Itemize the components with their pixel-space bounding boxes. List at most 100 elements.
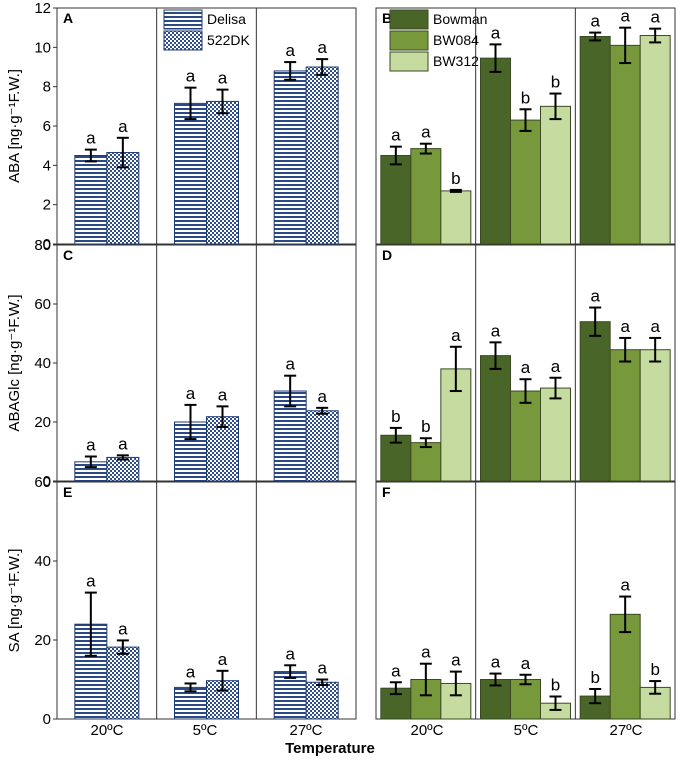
legend-label-delisa: Delisa [207,11,246,27]
panel-a: A 0 2 4 6 8 10 12 ABA [ng·g⁻¹F.W.] a a a a a a Delisa 52… [6,0,357,253]
significance-letter: a [285,644,295,663]
y-tick-label: 40 [34,355,51,372]
y-tick-label: 0 [43,236,51,253]
significance-letter: a [118,619,128,638]
significance-letter: a [521,654,531,673]
panel-label: C [63,247,73,263]
y-tick-label: 60 [34,474,51,491]
significance-letter: a [86,436,96,455]
significance-letter: a [218,650,228,669]
significance-letter: a [391,126,401,145]
legend-label-bowman: Bowman [433,11,487,27]
x-axis: 20ºC 5ºC 27ºC 20ºC 5ºC 27ºC Temperature [91,722,643,757]
y-tick-label: 4 [43,157,51,174]
significance-letter: a [86,129,96,148]
significance-letter: a [590,287,600,306]
bar-dk-0 [106,646,140,720]
significance-letter: a [218,385,228,404]
significance-letter: a [391,661,401,680]
bar-delisa-1 [174,102,208,245]
x-axis-label: Temperature [285,740,375,757]
legend-label-bw312: BW312 [433,53,479,69]
y-axis-label: ABA [ng·g⁻¹F.W.] [6,69,23,183]
significance-letter: a [650,8,660,27]
bar-bw312-1 [540,387,572,482]
bar-bowman-0 [380,155,412,245]
bar-bw312-1 [540,105,572,245]
significance-letter: a [650,317,660,336]
y-tick-label: 8 [43,79,51,96]
bar-bw084-2 [609,44,641,245]
bar-bw084-0 [410,442,442,482]
significance-letter: a [421,123,431,142]
y-tick-label: 2 [43,197,51,214]
significance-letter: a [86,572,96,591]
bar-dk-2 [305,410,339,482]
significance-letter: a [317,38,327,57]
bar-delisa-1 [174,686,208,720]
bar-bw312-2 [639,35,671,245]
significance-letter: b [451,169,460,188]
bar-dk-1 [206,100,240,245]
bar-delisa-0 [74,155,108,245]
significance-letter: a [521,358,531,377]
x-tick-label-27c: 27ºC [290,722,323,739]
significance-letter: b [551,675,560,694]
significance-letter: a [317,387,327,406]
panel-f: Fa a a a a b b a b [375,481,676,720]
bar-bw084-1 [510,390,542,482]
bar-dk-2 [305,66,339,245]
panel-label: F [382,484,391,500]
significance-letter: a [218,69,228,88]
y-tick-label: 60 [34,296,51,313]
legend-swatch-bw084 [389,30,429,51]
legend-swatch-dk [163,30,203,51]
significance-letter: a [451,651,461,670]
x-tick-label-20c: 20ºC [91,722,124,739]
y-tick-label: 10 [34,39,51,56]
y-tick-label: 40 [34,553,51,570]
y-tick-label: 80 [34,237,51,254]
bar-delisa-2 [273,671,307,720]
legend-swatch-delisa [163,9,203,30]
x-tick-label-5c-right: 5ºC [514,722,539,739]
significance-letter: b [521,88,530,107]
significance-letter: a [317,659,327,678]
legend-swatch-bw312 [389,51,429,72]
significance-letter: a [186,67,196,86]
significance-letter: a [451,326,461,345]
y-tick-label: 12 [34,0,51,17]
significance-letter: a [285,355,295,374]
legend-swatch-bowman [389,9,429,30]
significance-letter: a [491,653,501,672]
bar-bowman-2 [579,36,611,245]
significance-letter: a [491,23,501,42]
panel-label: B [382,10,392,26]
significance-letter: b [590,668,599,687]
x-tick-label-5c: 5ºC [193,722,218,739]
significance-letter: b [650,660,659,679]
significance-letter: a [285,41,295,60]
significance-letter: b [551,73,560,92]
bar-bw084-1 [510,679,542,720]
bar-bowman-1 [480,355,512,482]
bar-bw084-0 [410,148,442,245]
significance-letter: a [118,434,128,453]
significance-letter: a [551,357,561,376]
y-tick-label: 20 [34,632,51,649]
bar-bw084-2 [609,349,641,482]
y-tick-label: 6 [43,118,51,135]
y-axis-label: ABAGlc [ng·g⁻¹F.W.] [6,294,23,431]
significance-letter: a [118,117,128,136]
significance-letter: a [421,643,431,662]
bar-bowman-1 [480,57,512,245]
y-tick-label: 20 [34,414,51,431]
bar-dk-2 [305,681,339,720]
panel-label: A [63,10,73,26]
significance-letter: a [491,321,501,340]
significance-letter: b [421,417,430,436]
